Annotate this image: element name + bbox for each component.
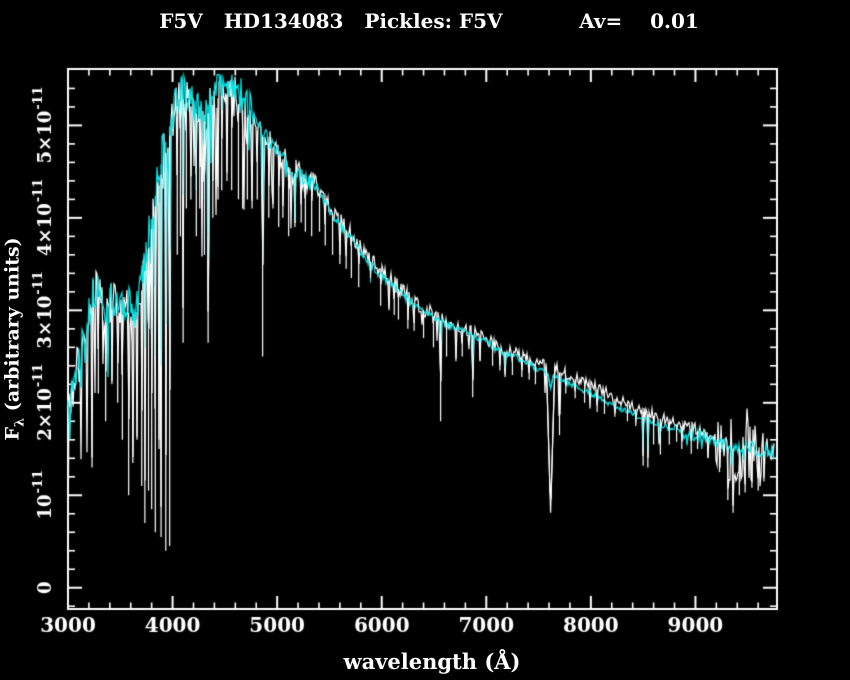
x-axis-title: wavelength (Å)	[343, 649, 521, 674]
y-axis-title-text: Fλ (arbitrary units)	[2, 237, 28, 440]
y-axis-units-text: (arbitrary units)	[2, 237, 25, 418]
y-axis-lambda-subscript: λ	[12, 417, 28, 428]
y-axis-flux-symbol: F	[2, 427, 25, 441]
y-axis-title: Fλ (arbitrary units)	[0, 69, 30, 609]
